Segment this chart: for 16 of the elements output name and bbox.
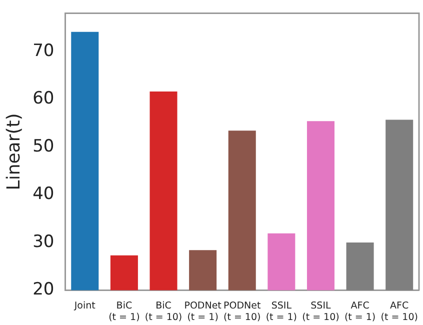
x-tick-label: Joint	[73, 300, 96, 312]
x-tick-label: BiC (t = 10)	[144, 300, 182, 323]
y-tick-label: 50	[32, 136, 54, 156]
y-axis-title: Linear(t)	[3, 113, 24, 190]
y-tick-label: 60	[32, 88, 54, 109]
x-tick-label: AFC (t = 1)	[344, 300, 376, 323]
y-tick-label: 40	[32, 184, 54, 204]
x-tick-label: SSIL (t = 10)	[302, 300, 340, 323]
y-tick-label: 30	[32, 232, 54, 252]
y-tick-label: 20	[32, 280, 54, 300]
x-tick-label: AFC (t = 10)	[380, 300, 418, 323]
x-tick-label: PODNet (t = 1)	[184, 300, 222, 323]
x-tick-label: BiC (t = 1)	[108, 300, 140, 323]
x-tick-label: PODNet (t = 10)	[224, 300, 261, 323]
y-tick-label: 70	[32, 40, 54, 61]
x-tick-label: SSIL (t = 1)	[266, 300, 298, 323]
